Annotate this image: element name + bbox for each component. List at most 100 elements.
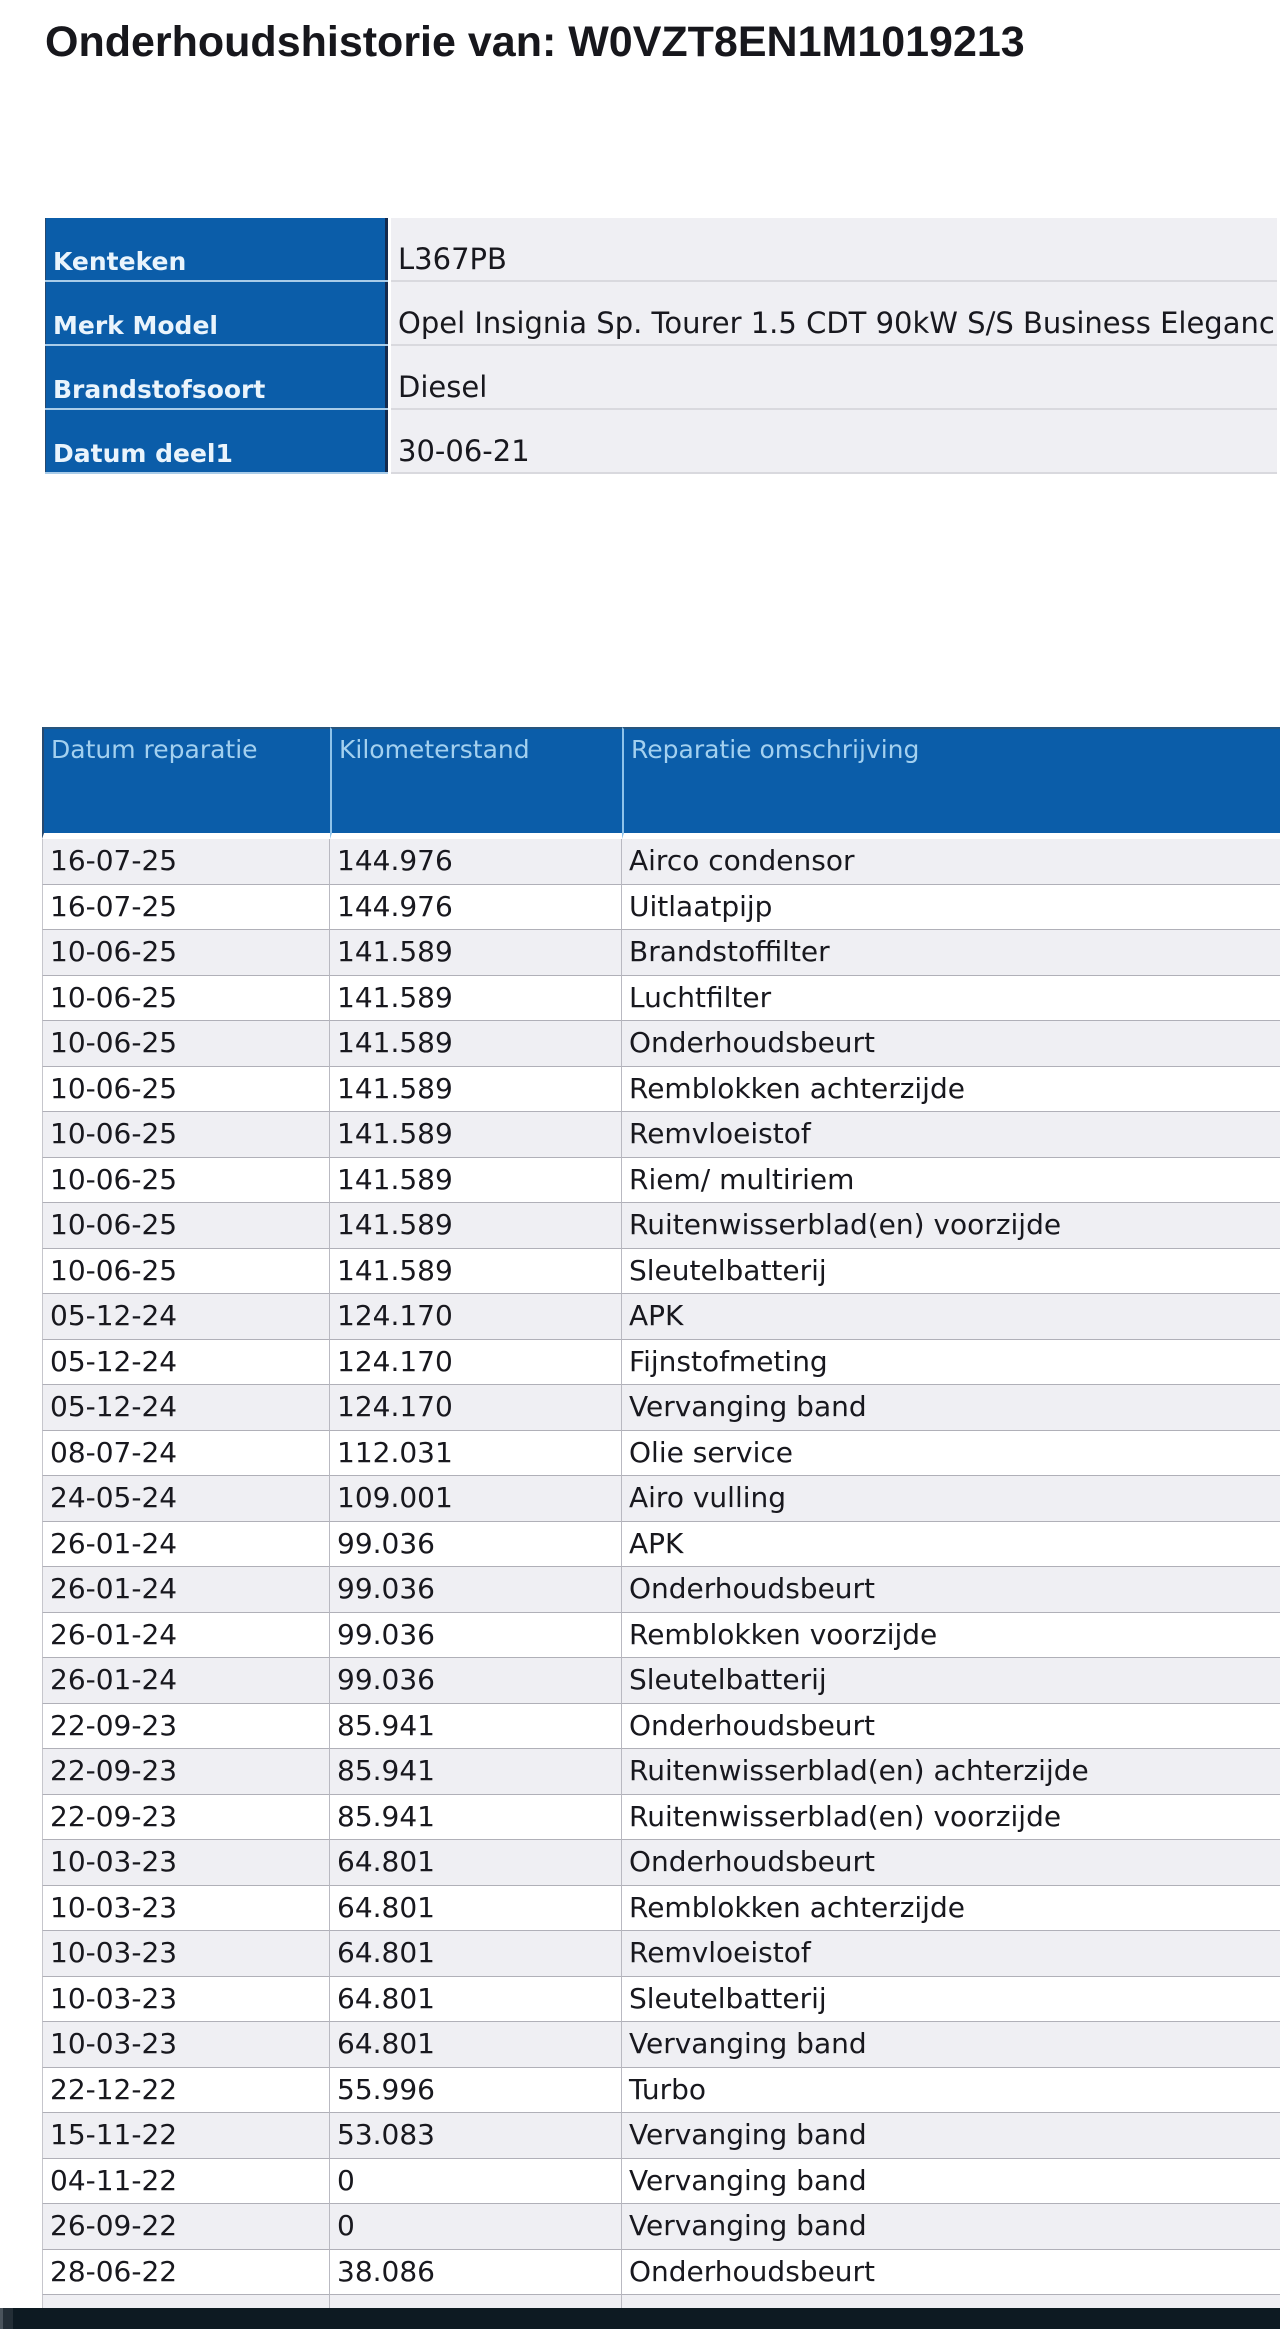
vehicle-detail-row: Brandstofsoort Diesel [45, 346, 1277, 408]
vehicle-detail-label: Datum deel1 [45, 410, 389, 472]
repair-date-cell: 10-06-25 [42, 1112, 330, 1158]
repair-date-cell: 05-12-24 [42, 1339, 330, 1385]
odometer-cell: 124.170 [330, 1385, 622, 1431]
repair-date-cell: 22-09-23 [42, 1703, 330, 1749]
history-row: 15-11-22 53.083 Vervanging band [42, 2113, 1280, 2159]
odometer-cell: 85.941 [330, 1794, 622, 1840]
scrollbar-left-edge [0, 2308, 3, 2329]
repair-description-cell: Brandstoffilter [622, 930, 1280, 976]
odometer-cell: 141.589 [330, 1157, 622, 1203]
repair-date-cell: 04-11-22 [42, 2158, 330, 2204]
repair-date-cell: 10-03-23 [42, 1976, 330, 2022]
history-row: 22-12-22 55.996 Turbo [42, 2067, 1280, 2113]
history-row: 28-06-22 38.086 Onderhoudsbeurt [42, 2249, 1280, 2295]
odometer-cell: 53.083 [330, 2113, 622, 2159]
history-row: 04-11-22 0 Vervanging band [42, 2158, 1280, 2204]
scrollbar-left-button[interactable] [3, 2308, 13, 2329]
page-title: Onderhoudshistorie van: W0VZT8EN1M101921… [45, 18, 1025, 66]
odometer-cell: 0 [330, 2158, 622, 2204]
horizontal-scrollbar[interactable] [0, 2308, 1280, 2329]
odometer-cell: 144.976 [330, 884, 622, 930]
column-header-reparatie-omschrijving: Reparatie omschrijving [622, 727, 1280, 839]
history-row: 24-05-24 109.001 Airo vulling [42, 1476, 1280, 1522]
odometer-cell: 99.036 [330, 1567, 622, 1613]
vehicle-detail-label: Brandstofsoort [45, 346, 389, 408]
repair-description-cell: Sleutelbatterij [622, 1248, 1280, 1294]
repair-date-cell: 22-12-22 [42, 2067, 330, 2113]
vehicle-detail-label: Merk Model [45, 282, 389, 344]
repair-description-cell: Vervanging band [622, 1385, 1280, 1431]
column-header-kilometerstand: Kilometerstand [330, 727, 622, 839]
history-row: 08-07-24 112.031 Olie service [42, 1430, 1280, 1476]
history-row: 16-07-25 144.976 Airco condensor [42, 839, 1280, 885]
column-header-datum-reparatie: Datum reparatie [42, 727, 330, 839]
odometer-cell: 109.001 [330, 1476, 622, 1522]
repair-description-cell: Riem/ multiriem [622, 1157, 1280, 1203]
odometer-cell: 141.589 [330, 975, 622, 1021]
history-row: 22-09-23 85.941 Ruitenwisserblad(en) voorz… [42, 1794, 1280, 1840]
repair-date-cell: 10-03-23 [42, 1840, 330, 1886]
history-row: 22-09-23 85.941 Ruitenwisserblad(en) achte… [42, 1749, 1280, 1795]
repair-description-cell: Sleutelbatterij [622, 1976, 1280, 2022]
repair-description-cell: APK [622, 1521, 1280, 1567]
history-row: 10-03-23 64.801 Remvloeistof [42, 1931, 1280, 1977]
odometer-cell: 99.036 [330, 1658, 622, 1704]
history-row: 05-12-24 124.170 APK [42, 1294, 1280, 1340]
odometer-cell: 99.036 [330, 1612, 622, 1658]
history-row: 22-09-23 85.941 Onderhoudsbeurt [42, 1703, 1280, 1749]
history-row: 10-06-25 141.589 Remblokken achterzijde [42, 1066, 1280, 1112]
repair-description-cell: Vervanging band [622, 2204, 1280, 2250]
history-row: 26-09-22 0 Vervanging band [42, 2204, 1280, 2250]
history-row: 05-12-24 124.170 Vervanging band [42, 1385, 1280, 1431]
history-row: 10-03-23 64.801 Onderhoudsbeurt [42, 1840, 1280, 1886]
history-row: 10-06-25 141.589 Brandstoffilter [42, 930, 1280, 976]
odometer-cell: 141.589 [330, 1021, 622, 1067]
vehicle-detail-value: L367PB [391, 218, 1277, 280]
repair-description-cell: Airo vulling [622, 1476, 1280, 1522]
odometer-cell: 55.996 [330, 2067, 622, 2113]
repair-description-cell: Turbo [622, 2067, 1280, 2113]
odometer-cell: 141.589 [330, 1066, 622, 1112]
vehicle-detail-row: Datum deel1 30-06-21 [45, 410, 1277, 472]
odometer-cell: 144.976 [330, 839, 622, 885]
repair-date-cell: 10-03-23 [42, 2022, 330, 2068]
repair-date-cell: 22-09-23 [42, 1749, 330, 1795]
history-row: 05-12-24 124.170 Fijnstofmeting [42, 1339, 1280, 1385]
repair-description-cell: Olie service [622, 1430, 1280, 1476]
history-row: 26-01-24 99.036 Onderhoudsbeurt [42, 1567, 1280, 1613]
vehicle-detail-value: 30-06-21 [391, 410, 1277, 472]
repair-date-cell: 10-06-25 [42, 1021, 330, 1067]
repair-date-cell: 26-01-24 [42, 1521, 330, 1567]
odometer-cell: 112.031 [330, 1430, 622, 1476]
vehicle-detail-value: Opel Insignia Sp. Tourer 1.5 CDT 90kW S/… [391, 282, 1277, 344]
repair-description-cell: Onderhoudsbeurt [622, 1021, 1280, 1067]
history-row: 10-06-25 141.589 Onderhoudsbeurt [42, 1021, 1280, 1067]
maintenance-history-table: Datum reparatie Kilometerstand Reparatie… [42, 727, 1280, 2329]
vehicle-details-table: Kenteken L367PB Merk Model Opel Insignia Sp… [42, 216, 1280, 474]
repair-description-cell: Vervanging band [622, 2022, 1280, 2068]
history-row: 10-06-25 141.589 Ruitenwisserblad(en) voor… [42, 1203, 1280, 1249]
history-row: 10-06-25 141.589 Sleutelbatterij [42, 1248, 1280, 1294]
repair-description-cell: Remblokken achterzijde [622, 1885, 1280, 1931]
repair-description-cell: Vervanging band [622, 2113, 1280, 2159]
repair-description-cell: Vervanging band [622, 2158, 1280, 2204]
repair-description-cell: Uitlaatpijp [622, 884, 1280, 930]
repair-date-cell: 10-06-25 [42, 930, 330, 976]
odometer-cell: 64.801 [330, 1885, 622, 1931]
repair-date-cell: 16-07-25 [42, 839, 330, 885]
repair-date-cell: 10-06-25 [42, 1248, 330, 1294]
repair-description-cell: Fijnstofmeting [622, 1339, 1280, 1385]
repair-date-cell: 10-06-25 [42, 1066, 330, 1112]
odometer-cell: 141.589 [330, 1248, 622, 1294]
repair-date-cell: 24-05-24 [42, 1476, 330, 1522]
repair-date-cell: 26-01-24 [42, 1612, 330, 1658]
history-header-row: Datum reparatie Kilometerstand Reparatie… [42, 727, 1280, 839]
history-row: 10-06-25 141.589 Riem/ multiriem [42, 1157, 1280, 1203]
odometer-cell: 64.801 [330, 2022, 622, 2068]
history-row: 10-06-25 141.589 Luchtfilter [42, 975, 1280, 1021]
odometer-cell: 64.801 [330, 1840, 622, 1886]
repair-date-cell: 10-03-23 [42, 1931, 330, 1977]
repair-description-cell: Remblokken achterzijde [622, 1066, 1280, 1112]
odometer-cell: 64.801 [330, 1931, 622, 1977]
repair-description-cell: Onderhoudsbeurt [622, 1703, 1280, 1749]
